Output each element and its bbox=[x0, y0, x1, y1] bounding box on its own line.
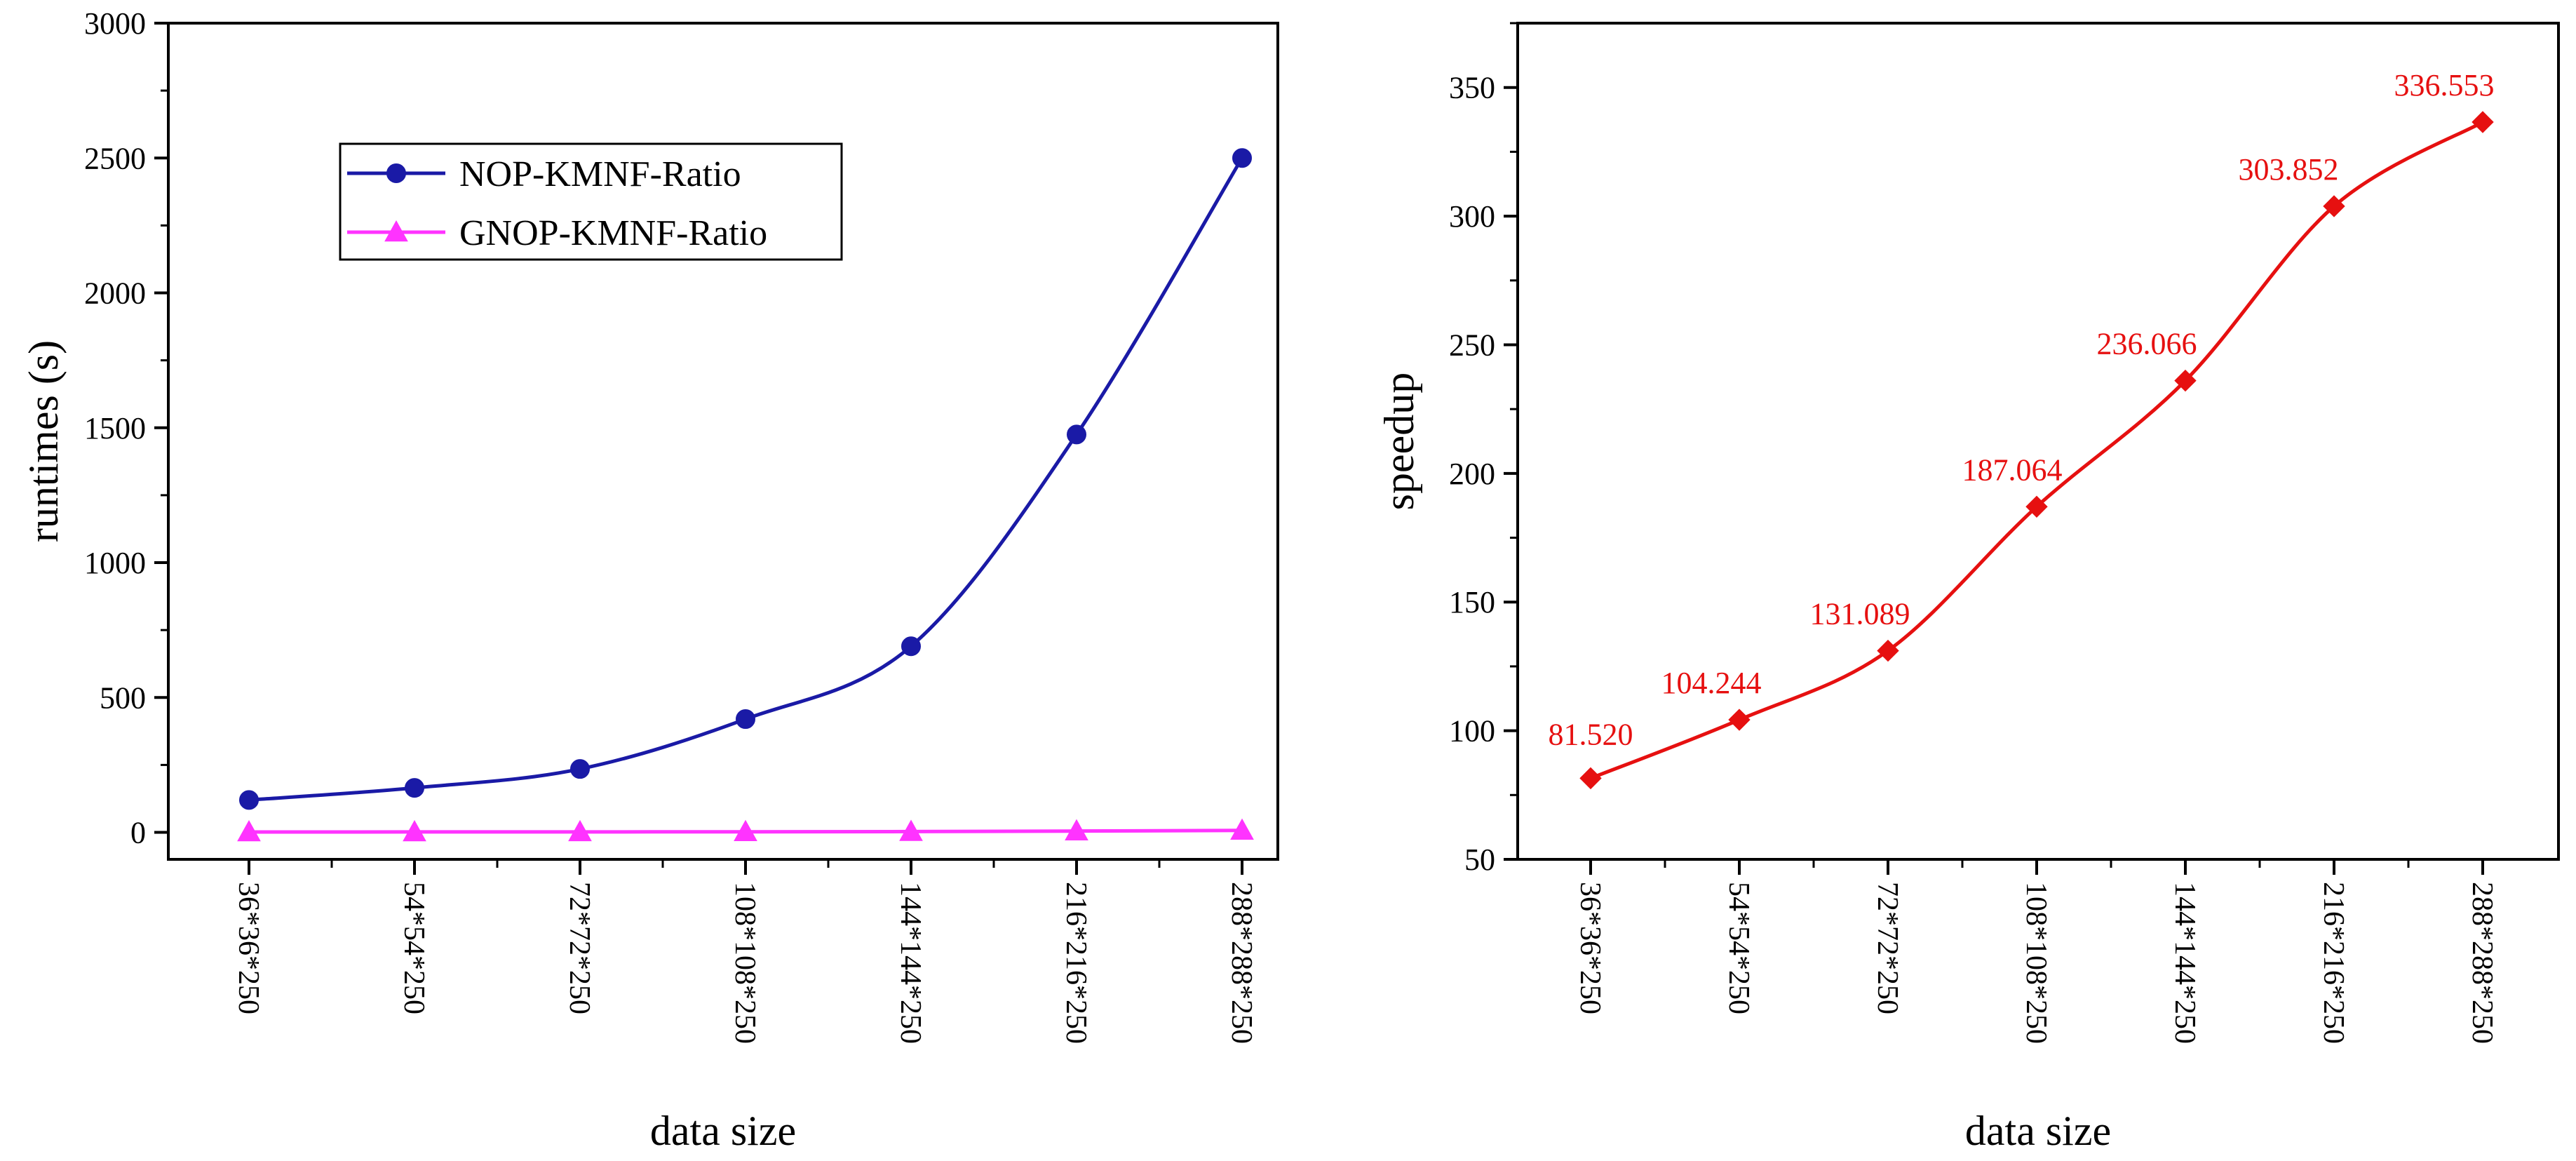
x-tick-label: 144*144*250 bbox=[894, 882, 926, 1044]
y-tick-label: 300 bbox=[1449, 199, 1495, 234]
x-tick-label: 72*72*250 bbox=[1871, 882, 1903, 1014]
data-point bbox=[1579, 767, 1602, 790]
x-tick-label: 288*288*250 bbox=[1225, 882, 1257, 1044]
data-point bbox=[1877, 639, 1899, 662]
x-tick-label: 108*108*250 bbox=[729, 882, 761, 1044]
data-label: 187.064 bbox=[1962, 452, 2063, 487]
data-point bbox=[901, 636, 921, 657]
y-tick-label: 1000 bbox=[84, 546, 146, 580]
x-tick-label: 36*36*250 bbox=[232, 882, 264, 1014]
data-label: 81.520 bbox=[1549, 717, 1633, 751]
x-axis-title: data size bbox=[650, 1108, 796, 1154]
legend-box bbox=[339, 142, 843, 261]
data-label: 236.066 bbox=[2097, 327, 2197, 361]
legend-label: NOP-KMNF-Ratio bbox=[459, 154, 741, 194]
data-point bbox=[1067, 424, 1086, 445]
y-tick-label: 150 bbox=[1449, 585, 1495, 619]
plot-frame bbox=[1516, 22, 2560, 861]
plot-frame bbox=[167, 22, 1279, 861]
data-point bbox=[899, 819, 923, 841]
y-tick-label: 3000 bbox=[84, 6, 146, 41]
series-nop-kmnf-ratio bbox=[239, 148, 1252, 810]
data-point bbox=[2174, 369, 2197, 392]
data-point bbox=[1065, 819, 1088, 840]
data-point bbox=[1230, 818, 1254, 840]
x-tick-label: 108*108*250 bbox=[2020, 882, 2052, 1044]
x-tick-label: 144*144*250 bbox=[2169, 882, 2201, 1044]
x-tick-label: 54*54*250 bbox=[398, 882, 430, 1014]
y-tick-label: 250 bbox=[1449, 328, 1495, 362]
data-label: 303.852 bbox=[2239, 152, 2339, 187]
data-point bbox=[734, 819, 757, 842]
y-axis-title: runtimes (s) bbox=[20, 340, 67, 542]
chart-2: 50 100 150 200 250 300 350 36*36*250 54*54*250 72… bbox=[1376, 22, 2560, 1154]
data-point bbox=[1728, 709, 1751, 731]
x-tick-label: 36*36*250 bbox=[1574, 882, 1606, 1014]
y-tick-label: 0 bbox=[130, 816, 146, 850]
y-tick-label: 500 bbox=[100, 680, 146, 715]
data-point bbox=[237, 819, 261, 842]
data-label: 131.089 bbox=[1810, 597, 1910, 631]
data-label: 336.553 bbox=[2394, 68, 2495, 102]
x-tick-label: 216*216*250 bbox=[2317, 882, 2349, 1044]
chart-1: 0 500 1000 1500 2000 2500 3000 36*36*250 54*54*2… bbox=[20, 6, 1279, 1154]
data-label: 104.244 bbox=[1661, 666, 1762, 700]
y-tick-label: 2000 bbox=[84, 276, 146, 311]
x-tick-label: 288*288*250 bbox=[2466, 882, 2498, 1044]
legend-marker bbox=[384, 220, 408, 242]
y-tick-label: 2500 bbox=[84, 141, 146, 175]
y-tick-label: 350 bbox=[1449, 71, 1495, 105]
data-point bbox=[403, 819, 426, 842]
data-point bbox=[405, 778, 424, 798]
legend-label: GNOP-KMNF-Ratio bbox=[459, 213, 767, 253]
y-axis-title: speedup bbox=[1376, 373, 1422, 511]
legend-marker bbox=[386, 163, 406, 183]
y-tick-label: 50 bbox=[1464, 843, 1495, 877]
data-point bbox=[1232, 148, 1252, 168]
data-point bbox=[570, 759, 590, 779]
series-gnop-kmnf-ratio bbox=[237, 818, 1254, 842]
x-tick-label: 54*54*250 bbox=[1722, 882, 1755, 1014]
x-tick-label: 216*216*250 bbox=[1060, 882, 1092, 1044]
data-point bbox=[239, 790, 259, 810]
data-point bbox=[2472, 111, 2494, 133]
y-tick-label: 100 bbox=[1449, 714, 1495, 749]
series-speedup: 81.520 104.244 131.089 187.064 236.066 303.85… bbox=[1549, 68, 2495, 790]
x-tick-label: 72*72*250 bbox=[563, 882, 595, 1014]
data-point bbox=[2025, 495, 2048, 518]
x-axis-title: data size bbox=[1965, 1108, 2111, 1154]
legend: NOP-KMNF-Ratio GNOP-KMNF-Ratio bbox=[339, 142, 843, 261]
y-tick-label: 1500 bbox=[84, 411, 146, 445]
data-point bbox=[736, 709, 755, 730]
data-point bbox=[2323, 195, 2345, 217]
data-point bbox=[568, 819, 592, 842]
y-tick-label: 200 bbox=[1449, 457, 1495, 491]
